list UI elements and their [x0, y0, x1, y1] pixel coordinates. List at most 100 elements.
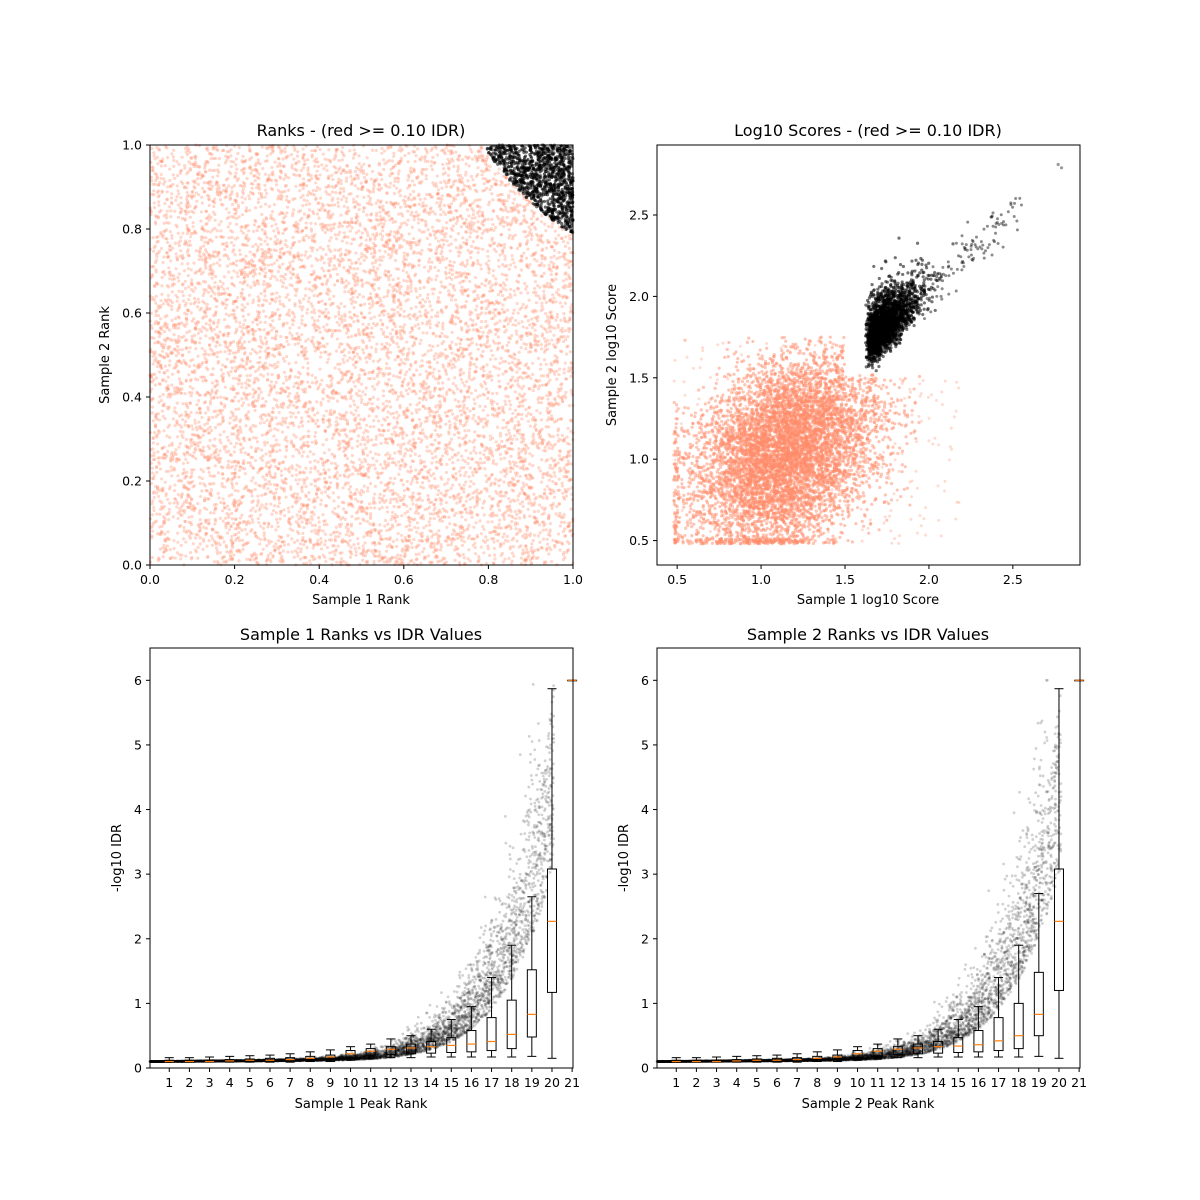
rank-point [397, 172, 400, 175]
rank-point [552, 265, 555, 268]
rank-point [309, 521, 312, 524]
rank-point [319, 383, 322, 386]
rank-point [450, 202, 453, 205]
rank-point [488, 371, 491, 374]
rank-point [318, 368, 321, 371]
rank-point [209, 152, 212, 155]
rank-point [477, 348, 480, 351]
rank-point [344, 395, 347, 398]
rank-point [492, 540, 495, 543]
rank-point [151, 236, 154, 239]
rank-point [308, 415, 311, 418]
rank-point [321, 228, 324, 231]
rank-point [355, 511, 358, 514]
rank-point [487, 282, 490, 285]
rank-point [471, 417, 474, 420]
rank-point [450, 540, 453, 543]
rank-point [469, 231, 472, 234]
rank-point [211, 544, 214, 547]
rank-point [428, 243, 431, 246]
rank-point [391, 159, 394, 162]
rank-point [566, 427, 569, 430]
rank-point [481, 350, 484, 353]
rank-point [251, 187, 254, 190]
rank-point [224, 345, 227, 348]
rank-point [480, 461, 483, 464]
rank-point [190, 515, 193, 518]
rank-point [279, 512, 282, 515]
rank-point [426, 350, 429, 353]
rank-point [247, 265, 250, 268]
rank-point [511, 237, 514, 240]
rank-point [293, 197, 296, 200]
rank-point [195, 249, 198, 252]
rank-point [566, 241, 569, 244]
rank-point [216, 229, 219, 232]
rank-point [498, 519, 501, 522]
rank-point [210, 295, 213, 298]
rank-point [474, 521, 477, 524]
rank-point [332, 295, 335, 298]
rank-point [311, 374, 314, 377]
rank-point [196, 434, 199, 437]
rank-point [557, 234, 560, 237]
rank-point [395, 545, 398, 548]
rank-point [431, 371, 434, 374]
rank-point [204, 484, 207, 487]
rank-point [494, 226, 497, 229]
rank-point [440, 546, 443, 549]
rank-point [383, 149, 386, 152]
rank-point [257, 198, 260, 201]
rank-point [190, 281, 193, 284]
rank-point [285, 195, 288, 198]
rank-point [522, 303, 525, 306]
rank-point [234, 163, 237, 166]
rank-point [375, 438, 378, 441]
rank-point [271, 274, 274, 277]
rank-point [333, 366, 336, 369]
rank-point [356, 315, 359, 318]
rank-point [314, 422, 317, 425]
rank-point [412, 438, 415, 441]
rank-point [482, 425, 485, 428]
rank-point [469, 506, 472, 509]
rank-point [317, 301, 320, 304]
rank-point [563, 466, 566, 469]
rank-point [230, 535, 233, 538]
rank-point [199, 337, 202, 340]
rank-point [316, 470, 319, 473]
rank-point [468, 164, 471, 167]
rank-point [345, 279, 348, 282]
rank-point [218, 438, 221, 441]
rank-point [197, 332, 200, 335]
rank-point [444, 232, 447, 235]
rank-point [569, 529, 572, 532]
rank-point [392, 374, 395, 377]
rank-point [216, 355, 219, 358]
rank-point [424, 220, 427, 223]
rank-point [411, 546, 414, 549]
rank-point [177, 279, 180, 282]
rank-point [467, 156, 470, 159]
rank-point [157, 204, 160, 207]
rank-point [158, 250, 161, 253]
rank-point [244, 266, 247, 269]
rank-point [541, 248, 544, 251]
rank-point [257, 201, 260, 204]
rank-point [407, 347, 410, 350]
rank-point [520, 306, 523, 309]
rank-point [417, 213, 420, 216]
rank-point [273, 203, 276, 206]
rank-point [434, 237, 437, 240]
rank-point [320, 379, 323, 382]
rank-point [395, 500, 398, 503]
rank-point [319, 173, 322, 176]
rank-point [552, 296, 555, 299]
rank-point [384, 269, 387, 272]
rank-point [200, 238, 203, 241]
rank-point [566, 335, 569, 338]
rank-point [445, 414, 448, 417]
rank-point [537, 466, 540, 469]
rank-point [261, 228, 264, 231]
rank-point [437, 240, 440, 243]
